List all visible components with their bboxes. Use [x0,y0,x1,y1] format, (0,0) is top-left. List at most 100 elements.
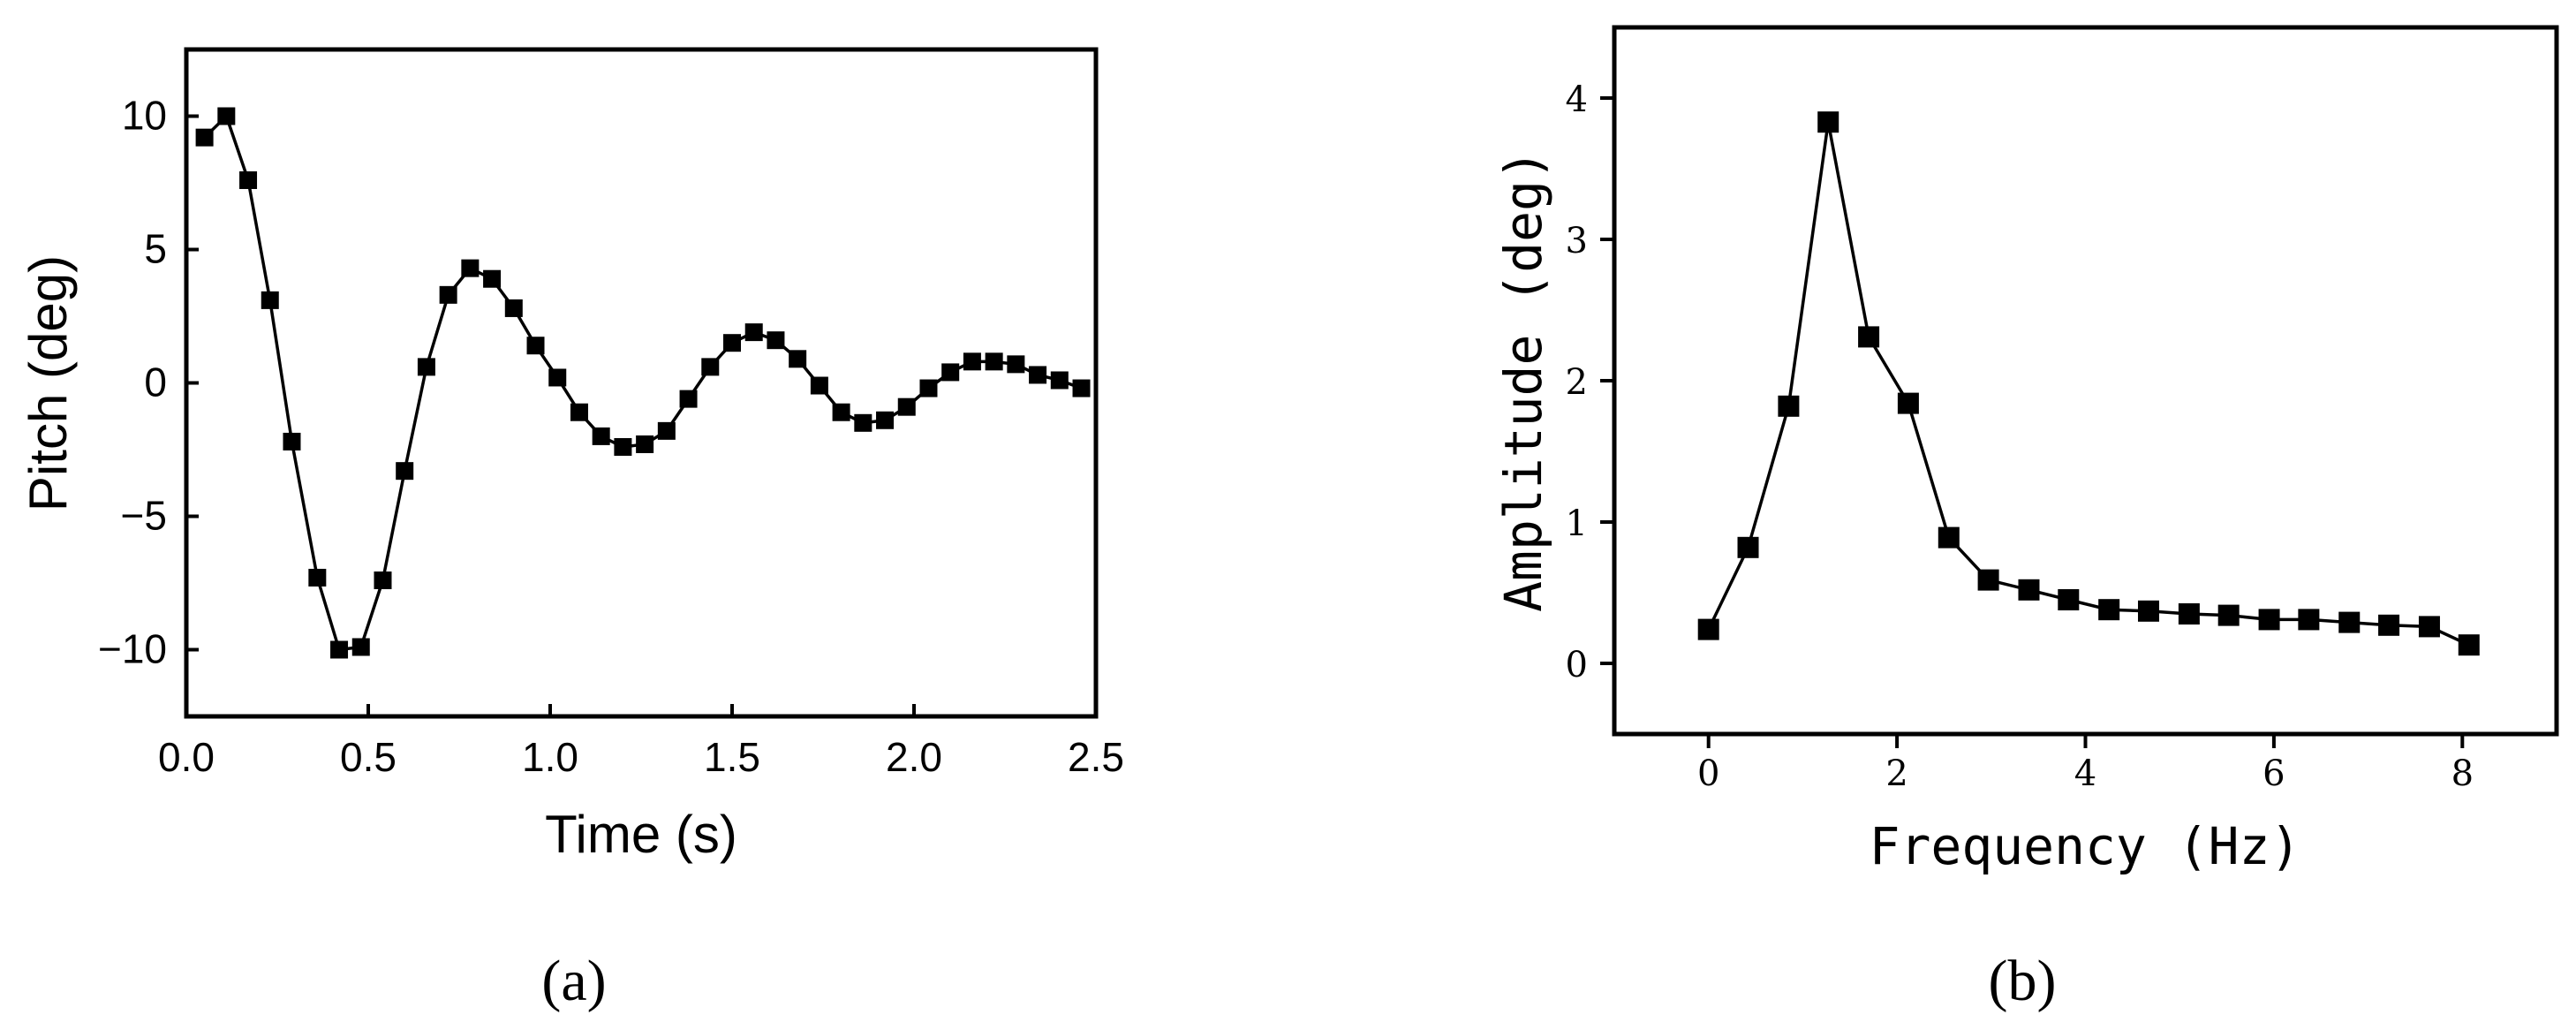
panel-b-series-line [1707,121,2470,647]
panel-a-data-point [548,368,567,387]
panel-a-data-point [1050,371,1069,390]
panel-a-x-tick-label: 1.0 [522,734,578,780]
panel-a-y-tick-label: −10 [98,626,167,672]
panel-a-data-point [461,259,480,277]
panel-b-data-line [1707,121,2470,647]
panel-b-data-point [1897,392,1919,414]
panel-a-x-tick-label: 2.5 [1068,734,1124,780]
panel-b-data-point [2418,616,2440,638]
panel-a-data-point [439,285,457,304]
panel-a-data-point [636,435,654,453]
panel-b-x-axis-title: Frequency (Hz) [1870,816,2301,876]
panel-b-data-point [2018,579,2040,601]
panel-a-x-tick-label: 0.0 [158,734,215,780]
panel-b-x-tick-label: 4 [2074,753,2096,794]
panel-a-data-point [1072,379,1091,397]
panel-a-data-point [832,403,850,421]
panel-b-y-tick-label: 0 [1566,645,1588,685]
panel-a-data-point [283,432,301,450]
panel-b-data-point [1858,326,1880,348]
panel-b-markers [1697,111,2480,656]
panel-b-data-point [1697,618,1719,640]
panel-a-data-point [941,363,960,382]
panel-b-y-tick-label: 4 [1566,79,1588,120]
panel-a-data-point [767,331,785,350]
panel-b-y-tick-label: 3 [1566,221,1588,261]
panel-b-x-tick-label: 0 [1697,753,1719,794]
panel-a-data-point [396,462,414,481]
panel-a-data-point [483,269,502,288]
panel-a-pitch-time-chart: 0.0 0.5 1.0 1.5 2.0 2.5 −10 −5 0 5 10 Time (s) Pit… [19,47,1124,1013]
panel-b-data-point [1938,526,1960,549]
panel-b-data-point [2178,603,2200,625]
panel-a-data-point [810,376,828,395]
panel-b-y-axis-title: Amplitude (deg) [1493,149,1553,612]
panel-a-data-point [351,638,370,656]
panel-b-x-tick-label: 8 [2451,753,2474,794]
panel-a-data-point [526,337,545,355]
panel-b-data-point [2098,599,2120,621]
panel-a-data-point [876,411,895,429]
panel-a-data-point [261,291,279,309]
panel-a-data-point [1029,366,1047,384]
panel-a-markers [195,107,1091,659]
panel-b-plot-frame [1612,25,2559,737]
panel-b-x-tick-label: 6 [2262,753,2285,794]
panel-b-data-point [1817,111,1839,133]
panel-a-label: (a) [541,949,606,1013]
panel-a-y-tick-label: 5 [144,226,167,272]
panel-a-data-point [308,568,327,587]
panel-a-data-point [195,128,214,147]
panel-a-data-point [701,358,720,376]
panel-a-data-point [897,397,916,416]
panel-b-data-point [2298,609,2320,631]
panel-b-data-point [2458,634,2480,656]
panel-a-data-point [789,350,807,368]
panel-a-x-tick-label: 1.5 [704,734,760,780]
panel-b-x-tick-label: 2 [1885,753,1907,794]
panel-b-data-point [2258,609,2280,631]
panel-a-y-axis-title: Pitch (deg) [19,255,78,511]
panel-a-data-point [614,437,632,456]
panel-a-y-tick-label: 0 [144,360,167,405]
panel-a-data-point [963,352,981,371]
panel-a-data-point [330,640,349,659]
panel-b-data-point [2378,614,2400,636]
panel-b-data-point [2217,604,2240,626]
panel-a-x-axis-title: Time (s) [545,805,737,864]
panel-a-data-point [657,421,676,440]
panel-a-data-point [504,299,523,317]
panel-a-data-point [744,323,763,342]
panel-b-ticks: 0 2 4 6 8 0 1 2 3 4 [1566,79,2474,794]
panel-a-y-tick-label: −5 [121,493,167,539]
panel-a-data-point [239,170,258,189]
panel-a-x-tick-label: 0.5 [340,734,397,780]
panel-b-label: (b) [1989,949,2057,1013]
panel-a-series-line [203,113,1083,652]
panel-a-data-point [723,334,741,352]
panel-a-data-point [374,571,392,589]
panel-b-data-point [2137,600,2159,622]
panel-a-x-tick-label: 2.0 [886,734,942,780]
panel-a-data-point [985,352,1003,371]
panel-a-data-point [919,379,938,397]
panel-b-data-point [1778,395,1800,417]
panel-a-data-line [203,113,1083,652]
panel-a-data-point [854,413,873,432]
panel-b-data-point [2338,611,2361,633]
panel-a-ticks: 0.0 0.5 1.0 1.5 2.0 2.5 −10 −5 0 5 10 [98,93,1124,781]
panel-b-y-tick-label: 2 [1566,362,1588,403]
panel-a-data-point [570,403,588,421]
panel-a-y-tick-label: 10 [122,93,167,139]
panel-a-plot-frame [184,47,1099,719]
panel-a-data-point [417,358,435,376]
panel-a-data-point [1007,355,1025,374]
panel-b-amplitude-frequency-chart: 0 2 4 6 8 0 1 2 3 4 Frequency (Hz) Amplitude (deg… [1493,25,2559,1013]
panel-b-data-point [1977,569,1999,591]
panel-b-data-point [1737,536,1759,558]
panel-a-data-point [592,427,610,445]
panel-b-y-tick-label: 1 [1566,503,1588,544]
panel-a-data-point [217,107,236,125]
panel-b-data-point [2058,589,2080,610]
